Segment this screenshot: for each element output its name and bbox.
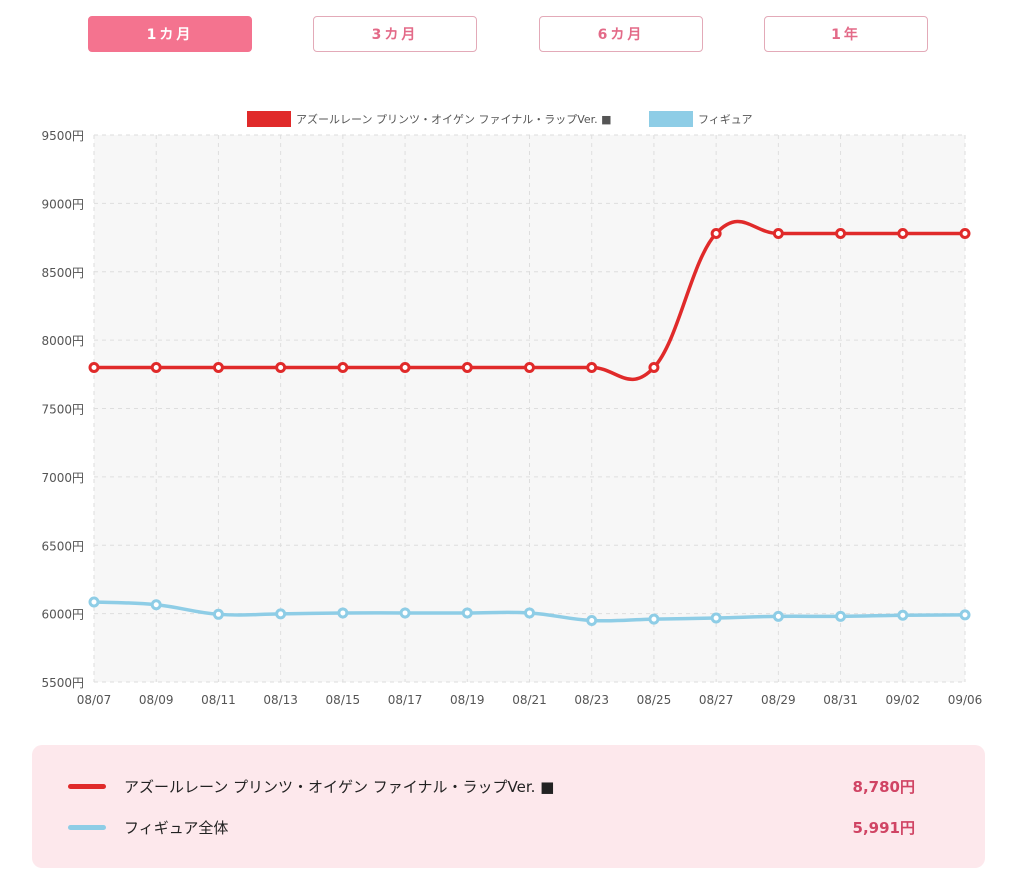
figure-overall-price: 5,991円 — [852, 819, 915, 837]
data-point-series-1 — [337, 607, 349, 619]
data-point-series-1 — [772, 610, 784, 622]
figure-line-swatch — [68, 825, 106, 830]
x-tick-label: 08/09 — [139, 693, 174, 707]
data-point-series-0 — [710, 227, 722, 239]
data-point-series-0 — [772, 227, 784, 239]
product-name: アズールレーン プリンツ・オイゲン ファイナル・ラップVer. ■ — [124, 778, 555, 796]
product-price: 8,780円 — [852, 778, 915, 796]
tab-1-month[interactable]: 1カ月 — [88, 16, 252, 52]
legend-label-0: アズールレーン プリンツ・オイゲン ファイナル・ラップVer. ■ — [296, 112, 612, 126]
data-point-series-1 — [710, 612, 722, 624]
price-line-chart: 5500円 6000円 6500円 7000円 7500円 8000円 8500円 9000円… — [41, 111, 983, 707]
data-point-series-1 — [586, 614, 598, 626]
x-tick-label: 08/11 — [201, 693, 236, 707]
data-point-series-0 — [399, 361, 411, 373]
x-tick-label: 08/25 — [637, 693, 672, 707]
data-point-series-0 — [275, 361, 287, 373]
y-tick-label: 6000円 — [41, 608, 84, 622]
data-point-series-0 — [959, 227, 971, 239]
figure-overall-name: フィギュア全体 — [124, 819, 229, 837]
data-point-series-1 — [959, 609, 971, 621]
data-point-series-1 — [897, 609, 909, 621]
x-tick-label: 08/29 — [761, 693, 796, 707]
x-tick-label: 08/07 — [77, 693, 112, 707]
product-line-swatch — [68, 784, 106, 789]
data-point-series-0 — [586, 361, 598, 373]
y-tick-label: 8000円 — [41, 334, 84, 348]
x-tick-label: 08/15 — [326, 693, 361, 707]
y-tick-label: 7500円 — [41, 403, 84, 417]
data-point-series-1 — [524, 607, 535, 619]
period-tabs: 1カ月 3カ月 6カ月 1年 — [0, 16, 1024, 52]
x-tick-label: 08/31 — [823, 693, 858, 707]
x-tick-label: 08/27 — [699, 693, 734, 707]
data-point-series-0 — [88, 361, 100, 373]
data-point-series-1 — [212, 608, 224, 620]
data-point-series-0 — [212, 361, 224, 373]
data-point-series-1 — [835, 610, 847, 622]
data-point-series-0 — [461, 361, 473, 373]
x-tick-label: 08/23 — [574, 693, 609, 707]
data-point-series-0 — [835, 227, 847, 239]
data-point-series-1 — [648, 613, 660, 625]
y-tick-label: 9500円 — [41, 129, 84, 143]
data-point-series-0 — [337, 361, 349, 373]
x-tick-label: 08/17 — [388, 693, 423, 707]
summary-row-product: アズールレーン プリンツ・オイゲン ファイナル・ラップVer. ■ 8,780円 — [32, 772, 985, 800]
data-point-series-1 — [150, 599, 162, 611]
tab-3-months[interactable]: 3カ月 — [313, 16, 477, 52]
y-tick-label: 7000円 — [41, 471, 84, 485]
data-point-series-1 — [399, 607, 411, 619]
tab-1-year[interactable]: 1年 — [764, 16, 928, 52]
x-tick-label: 08/19 — [450, 693, 485, 707]
y-tick-label: 5500円 — [41, 676, 84, 690]
y-tick-label: 9000円 — [41, 197, 84, 211]
x-tick-label: 08/21 — [512, 693, 547, 707]
summary-row-figure-overall: フィギュア全体 5,991円 — [32, 813, 985, 841]
x-tick-label: 08/13 — [263, 693, 298, 707]
data-point-series-1 — [88, 596, 100, 608]
data-point-series-1 — [275, 608, 287, 620]
y-tick-label: 8500円 — [41, 266, 84, 280]
data-point-series-0 — [648, 361, 660, 373]
data-point-series-0 — [524, 361, 535, 373]
data-point-series-0 — [897, 227, 909, 239]
data-point-series-1 — [461, 607, 473, 619]
series-line-0 — [92, 219, 967, 382]
x-tick-label: 09/02 — [885, 693, 920, 707]
legend-label-1: フィギュア — [698, 113, 753, 126]
legend-swatch-1 — [649, 111, 693, 127]
y-tick-label: 6500円 — [41, 539, 84, 553]
legend-swatch-0 — [247, 111, 291, 127]
data-point-series-0 — [150, 361, 162, 373]
x-tick-label: 09/06 — [948, 693, 983, 707]
tab-6-months[interactable]: 6カ月 — [539, 16, 703, 52]
price-summary-panel: アズールレーン プリンツ・オイゲン ファイナル・ラップVer. ■ 8,780円… — [32, 745, 985, 868]
